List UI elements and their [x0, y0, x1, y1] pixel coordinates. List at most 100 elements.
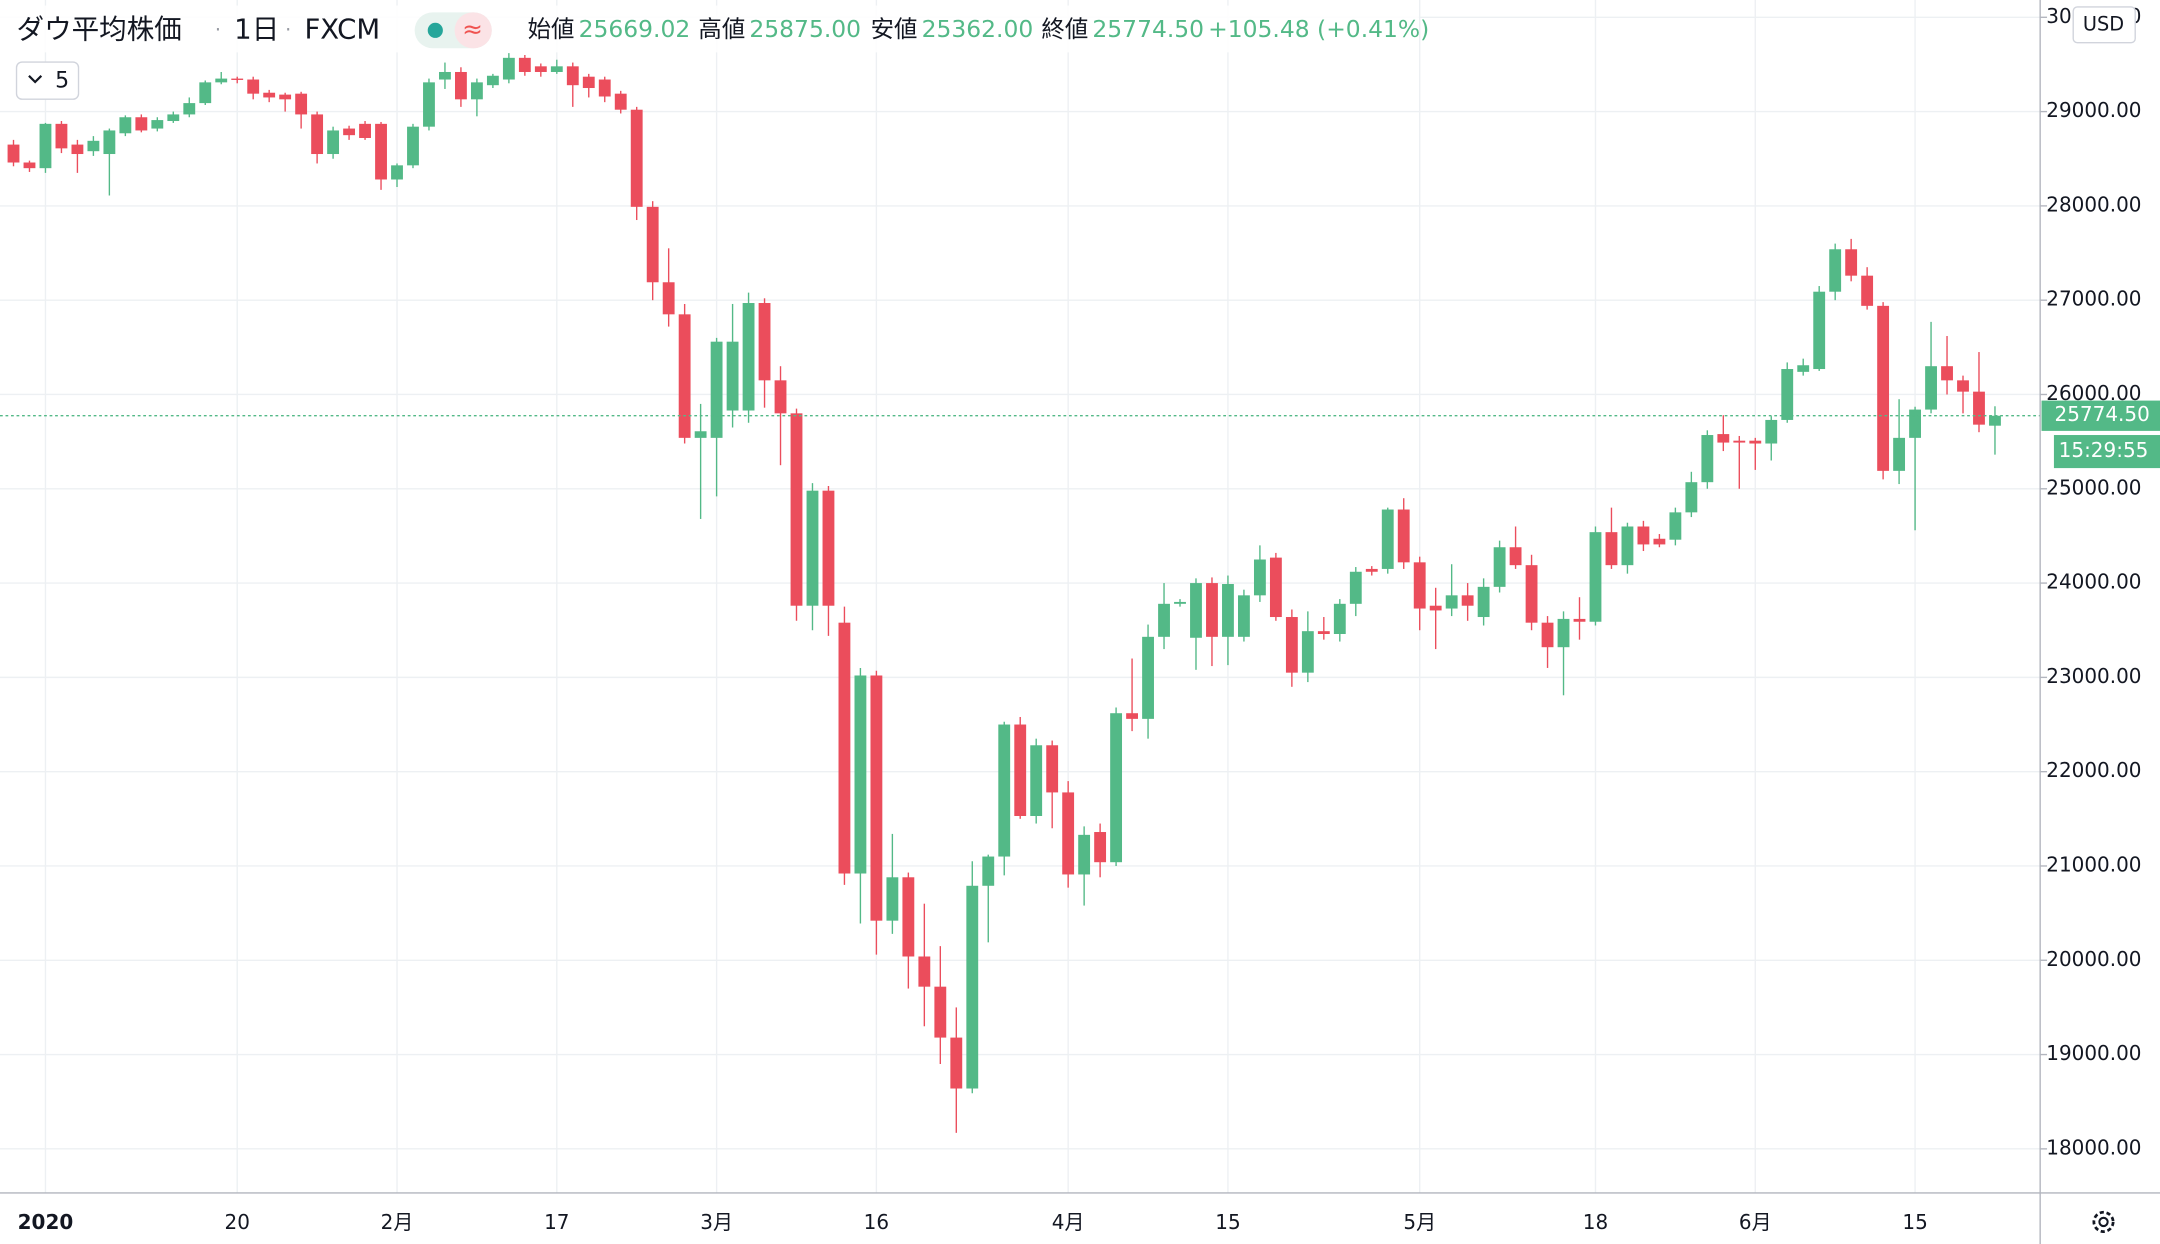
candle-body [1813, 291, 1826, 370]
candle-body [1749, 440, 1762, 444]
settings-icon[interactable] [2092, 1210, 2115, 1233]
candle-body [55, 123, 68, 149]
x-tick-label: 17 [544, 1210, 569, 1234]
candle-body [870, 675, 883, 921]
header: ダウ平均株価 · 1日 · FXCM ≈ 始値 25669.02 高値 25875.0… [0, 5, 1429, 100]
candle-body [694, 431, 707, 438]
interval: 1日 [234, 13, 279, 45]
candle-body [1973, 391, 1985, 425]
indicator-count: 5 [55, 68, 69, 93]
candle-body [838, 622, 851, 874]
currency: USD [2083, 12, 2124, 35]
candles [0, 53, 2041, 1133]
source: FXCM [304, 13, 380, 45]
candle-body [582, 76, 595, 89]
candle-body [1365, 568, 1378, 572]
candle-body [614, 93, 627, 110]
candle-body [758, 303, 771, 381]
candle-body [1541, 622, 1554, 648]
y-tick-label: 22000.00 [2046, 758, 2141, 782]
candle-body [151, 120, 164, 129]
y-tick-label: 23000.00 [2046, 664, 2141, 688]
candle-body [598, 79, 611, 97]
header-bg [0, 5, 1419, 53]
candle-body [7, 144, 20, 163]
legend-value: 25774.50 [1092, 15, 1204, 43]
x-tick-label: 15 [1215, 1210, 1240, 1234]
candle-body [135, 117, 148, 131]
candle-body [71, 144, 84, 155]
change: +105.48 (+0.41%) [1208, 15, 1429, 43]
candle-body [1509, 547, 1522, 566]
legend-value: 25669.02 [579, 15, 691, 43]
candle-body [822, 490, 835, 606]
candle-body [662, 282, 675, 315]
gear [2092, 1210, 2115, 1233]
candle-body [1285, 617, 1298, 673]
candle-body [1206, 583, 1218, 637]
candle-body [1477, 586, 1490, 618]
candle-body [774, 380, 787, 414]
candle-body [1989, 415, 2001, 426]
candle-body [854, 675, 867, 874]
candle-body [199, 82, 212, 104]
candle-body [1653, 538, 1666, 545]
candle-body [486, 75, 499, 86]
x-tick-label: 18 [1583, 1210, 1608, 1234]
y-tick-label: 20000.00 [2046, 947, 2141, 971]
candle-body [646, 206, 659, 283]
delay-icon: ≈ [462, 14, 483, 43]
candle-body [215, 78, 228, 83]
candle-body [1525, 565, 1538, 623]
y-tick-label: 27000.00 [2046, 287, 2141, 311]
candle-body [1733, 440, 1746, 443]
candle-body [87, 140, 100, 152]
candle-body [1174, 601, 1186, 604]
candle-body [1158, 603, 1170, 637]
candle-body [1781, 369, 1794, 420]
legend-name: 高値 [698, 15, 745, 43]
candle-body [1429, 605, 1442, 611]
legend-name: 安値 [871, 15, 918, 43]
candle-body [311, 114, 324, 155]
candle-body [1381, 509, 1394, 569]
candle-body [1701, 435, 1714, 483]
candle-body [423, 82, 435, 127]
candle-body [279, 94, 292, 100]
candle-body [1142, 636, 1154, 719]
candle-body [934, 986, 947, 1038]
candle-body [534, 66, 547, 72]
candle-body [295, 93, 308, 115]
candle-body [1317, 631, 1330, 634]
candle-body [183, 103, 196, 115]
candle-body [1637, 526, 1650, 545]
candle-body [1445, 595, 1458, 609]
candle-body [1078, 834, 1091, 875]
candle-body [247, 79, 260, 94]
separator: · [285, 18, 291, 41]
candle-body [231, 78, 244, 80]
indicator-toggle[interactable] [15, 61, 80, 100]
candle-body [1605, 532, 1618, 566]
candle-body [391, 165, 403, 180]
candle-body [742, 303, 755, 411]
candle-body [1413, 562, 1426, 609]
candle-body [1893, 437, 1906, 471]
candle-body [1829, 249, 1842, 292]
candle-body [1861, 275, 1874, 306]
countdown: 15:29:55 [2059, 438, 2149, 462]
candle-body [359, 123, 371, 138]
legend-name: 始値 [528, 15, 575, 43]
candle-body [1030, 745, 1043, 816]
x-tick-label: 6月 [1739, 1210, 1772, 1234]
currency-box[interactable] [2072, 6, 2136, 44]
candle-body [982, 856, 995, 886]
candle-body [1797, 365, 1810, 372]
ohlc-legend: 始値 25669.02 高値 25875.00 安値 25362.00 終値 25774.50 [528, 15, 1204, 43]
x-tick-label: 20 [225, 1210, 250, 1234]
legend-name: 終値 [1041, 15, 1088, 43]
candle-body [263, 92, 276, 98]
x-tick-label: 16 [864, 1210, 889, 1234]
